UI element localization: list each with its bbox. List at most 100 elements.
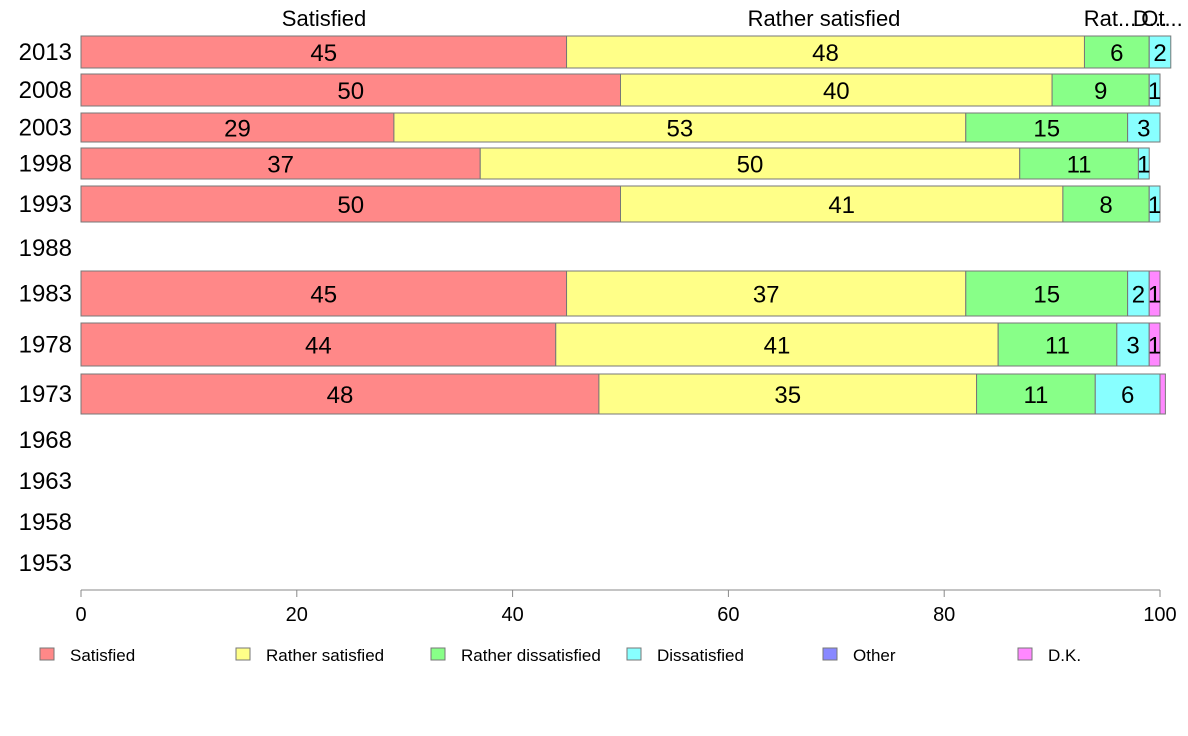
bar-2003-satisfied <box>80 112 395 143</box>
bar-1978-rather-dissatisfied <box>997 322 1118 367</box>
bar-1983-rather-dissatisfied <box>965 270 1129 317</box>
data-label-2013-rather-satisfied: 48 <box>812 40 839 67</box>
data-label-1978-dissatisfied: 3 <box>1126 333 1139 360</box>
legend-swatch-rather-satisfied <box>235 647 251 661</box>
data-label-1998-rather-dissatisfied: 11 <box>1067 152 1092 179</box>
y-label-1978: 1978 <box>19 332 72 359</box>
top-label-rather-satisfied: Rather satisfied <box>748 6 901 31</box>
data-label-1983-rather-dissatisfied: 15 <box>1033 282 1060 309</box>
bar-1983-rather-satisfied <box>566 270 967 317</box>
x-tick-label-60: 60 <box>717 604 739 626</box>
x-axis: 0 20 40 60 80 100 <box>75 589 1177 626</box>
data-label-2003-dissatisfied: 3 <box>1137 116 1150 143</box>
bar-1993-rather-satisfied <box>620 185 1064 223</box>
x-tick-label-0: 0 <box>75 604 86 626</box>
data-label-1978-satisfied: 44 <box>305 333 332 360</box>
data-label-1993-dissatisfied: 1 <box>1148 192 1161 219</box>
data-label-1998-rather-satisfied: 50 <box>737 152 764 179</box>
y-label-1973: 1973 <box>19 381 72 408</box>
top-label-rather-dissatisfied: Rat... <box>1084 6 1137 31</box>
legend-label-dissatisfied: Dissatisfied <box>657 646 744 665</box>
bar-1978-rather-satisfied <box>555 322 999 367</box>
bar-1998-rather-satisfied <box>479 147 1021 180</box>
y-label-2013: 2013 <box>19 39 72 66</box>
bar-1993-dissatisfied <box>1148 185 1161 223</box>
legend-swatch-other <box>822 647 838 661</box>
y-label-2003: 2003 <box>19 115 72 142</box>
legend-label-rather-dissatisfied: Rather dissatisfied <box>461 646 601 665</box>
bar-1973-rather-satisfied <box>598 373 978 415</box>
legend: Satisfied Rather satisfied Rather dissatis… <box>39 646 1081 665</box>
legend-label-rather-satisfied: Rather satisfied <box>266 646 384 665</box>
top-label-dissatisfied: D... <box>1133 6 1167 31</box>
data-label-2013-dissatisfied: 2 <box>1153 40 1166 67</box>
y-label-1968: 1968 <box>19 427 72 454</box>
bar-1973-dissatisfied <box>1094 373 1161 415</box>
data-label-1973-satisfied: 48 <box>327 382 354 409</box>
data-label-2008-satisfied: 50 <box>337 78 364 105</box>
top-series-labels: Satisfied Rather satisfied Rat... D... O… <box>282 6 1183 31</box>
bar-1998-dissatisfied <box>1137 147 1150 180</box>
bar-1978-d-k <box>1148 322 1161 367</box>
legend-swatch-d-k <box>1017 647 1033 661</box>
bar-2008-dissatisfied <box>1148 73 1161 107</box>
top-label-other: Ot... <box>1141 6 1183 31</box>
data-label-1978-d-k: 1 <box>1148 333 1161 360</box>
data-label-1993-rather-satisfied: 41 <box>828 192 855 219</box>
legend-swatch-rather-dissatisfied <box>430 647 446 661</box>
data-label-1998-satisfied: 37 <box>267 152 294 179</box>
bar-1983-d-k <box>1148 270 1161 317</box>
legend-label-other: Other <box>853 646 896 665</box>
bar-1978-dissatisfied <box>1116 322 1150 367</box>
bar-1998-satisfied <box>80 147 481 180</box>
data-label-2008-rather-dissatisfied: 9 <box>1094 78 1107 105</box>
bar-1978-satisfied <box>80 322 557 367</box>
data-label-1983-d-k: 1 <box>1148 282 1161 309</box>
data-label-1983-rather-satisfied: 37 <box>753 282 780 309</box>
bar-1983-satisfied <box>80 270 568 317</box>
y-label-1988: 1988 <box>19 235 72 262</box>
bar-2003-rather-satisfied <box>393 112 967 143</box>
data-label-1973-dissatisfied: 6 <box>1121 382 1134 409</box>
y-label-1998: 1998 <box>19 151 72 178</box>
data-label-2008-rather-satisfied: 40 <box>823 78 850 105</box>
data-label-2003-satisfied: 29 <box>224 116 251 143</box>
bar-2013-rather-satisfied <box>566 35 1085 69</box>
bar-2013-rather-dissatisfied <box>1083 35 1150 69</box>
legend-swatch-dissatisfied <box>626 647 642 661</box>
bars-group: 45 48 6 250 40 9 129 53 15 337 50 11 150 41 8 145 37 15 2 1… <box>80 35 1172 415</box>
data-label-1983-dissatisfied: 2 <box>1132 282 1145 309</box>
data-label-1978-rather-dissatisfied: 11 <box>1045 333 1070 360</box>
y-label-1983: 1983 <box>19 281 72 308</box>
data-label-2003-rather-dissatisfied: 15 <box>1033 116 1060 143</box>
bar-1993-satisfied <box>80 185 621 223</box>
y-label-1963: 1963 <box>19 468 72 495</box>
data-label-2013-rather-dissatisfied: 6 <box>1110 40 1123 67</box>
y-label-1958: 1958 <box>19 509 72 536</box>
bar-1993-rather-dissatisfied <box>1062 185 1150 223</box>
data-label-1998-dissatisfied: 1 <box>1137 152 1150 179</box>
data-label-1973-rather-satisfied: 35 <box>774 382 801 409</box>
data-label-1973-rather-dissatisfied: 11 <box>1023 382 1048 409</box>
y-label-1993: 1993 <box>19 191 72 218</box>
bar-2003-dissatisfied <box>1127 112 1161 143</box>
bar-2008-rather-satisfied <box>620 73 1053 107</box>
legend-swatch-satisfied <box>39 647 55 661</box>
bar-2013-satisfied <box>80 35 568 69</box>
data-label-1993-satisfied: 50 <box>337 192 364 219</box>
data-label-1978-rather-satisfied: 41 <box>764 333 791 360</box>
data-label-1993-rather-dissatisfied: 8 <box>1099 192 1112 219</box>
bar-2008-rather-dissatisfied <box>1051 73 1150 107</box>
bar-2013-dissatisfied <box>1148 35 1172 69</box>
legend-label-d-k: D.K. <box>1048 646 1081 665</box>
x-tick-label-40: 40 <box>501 604 523 626</box>
data-label-1983-satisfied: 45 <box>310 282 337 309</box>
y-axis-labels: 2013 2008 2003 1998 1993 1988 1983 1978 1973 1968… <box>19 39 72 577</box>
top-label-satisfied: Satisfied <box>282 6 366 31</box>
x-tick-label-20: 20 <box>286 604 308 626</box>
data-label-2003-rather-satisfied: 53 <box>666 116 693 143</box>
legend-label-satisfied: Satisfied <box>70 646 135 665</box>
bar-2008-satisfied <box>80 73 621 107</box>
bar-1973-satisfied <box>80 373 600 415</box>
